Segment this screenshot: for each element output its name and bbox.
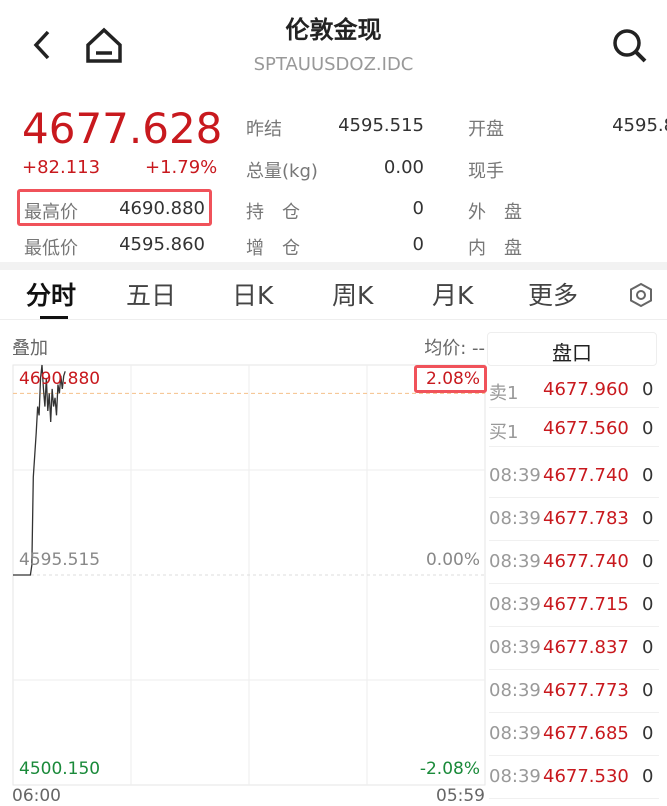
tab-0[interactable]: 分时 — [26, 281, 77, 310]
tab-1[interactable]: 五日 — [126, 281, 177, 310]
trade-price: 4677.837 — [543, 637, 629, 658]
quote-field-value: 0.00 — [383, 157, 424, 178]
quote-field-value: 0 — [518, 157, 667, 178]
trade-price: 4677.773 — [543, 680, 629, 701]
hexagon-settings-icon — [630, 282, 652, 308]
price-line — [13, 364, 66, 576]
high-label: 最高价 — [24, 202, 78, 223]
trade-volume: 0 — [642, 465, 654, 486]
price-change: +82.113 — [22, 157, 101, 178]
quote-field-label: 内 盘 — [468, 238, 522, 259]
trade-volume: 0 — [642, 551, 654, 572]
trade-time: 08:39 — [489, 680, 541, 701]
low-value: 4595.860 — [119, 234, 205, 255]
trade-volume: 0 — [642, 637, 654, 658]
trade-row: 08:39 4677.530 0 — [489, 756, 659, 799]
trade-time: 08:39 — [489, 465, 541, 486]
avg-price-label: 均价: -- — [424, 338, 485, 359]
high-highlight — [17, 189, 212, 226]
y-top-label: 4690.880 — [19, 369, 101, 389]
high-value: 4690.880 — [119, 198, 205, 219]
trade-time: 08:39 — [489, 594, 541, 615]
search-icon — [613, 29, 647, 63]
back-button[interactable] — [28, 28, 58, 62]
pct-highlight — [414, 365, 487, 393]
pct-top-label: 2.08% — [425, 369, 480, 389]
low-label: 最低价 — [24, 238, 78, 259]
quote-field-value: 4595.860 — [612, 115, 667, 136]
quote-volume: 0 — [642, 418, 654, 439]
tab-2[interactable]: 日K — [232, 281, 274, 310]
trade-volume: 0 — [642, 766, 654, 787]
trade-row: 08:39 4677.685 0 — [489, 713, 659, 756]
trade-price: 4677.685 — [543, 723, 629, 744]
trade-volume: 0 — [642, 594, 654, 615]
quote-field-label: 外 盘 — [468, 202, 522, 223]
y-bottom-label: 4500.150 — [19, 759, 101, 779]
trade-price: 4677.530 — [543, 766, 629, 787]
instrument-code: SPTAUUSDOZ.IDC — [253, 54, 414, 75]
trade-price: 4677.740 — [543, 551, 629, 572]
quote-field-value: 0 — [518, 234, 667, 255]
quote-field-label: 昨结 — [246, 119, 282, 140]
quote-side: 卖1 — [489, 383, 519, 404]
trade-row: 08:39 4677.773 0 — [489, 670, 659, 713]
trade-time: 08:39 — [489, 723, 541, 744]
quote-field-value: 0 — [412, 198, 424, 219]
trade-time: 08:39 — [489, 508, 541, 529]
orderbook-quote-row: 买1 4677.560 0 — [489, 408, 659, 447]
x-end-label: 05:59 — [436, 786, 485, 806]
trade-volume: 0 — [642, 508, 654, 529]
orderbook-quote-row: 卖1 4677.960 0 — [489, 369, 659, 408]
quote-field-value: 0 — [518, 198, 667, 219]
y-mid-label: 4595.515 — [19, 550, 101, 570]
trade-row: 08:39 4677.740 0 — [489, 455, 659, 498]
quote-field-label: 持 仓 — [246, 202, 300, 223]
home-button[interactable] — [84, 25, 124, 65]
trade-row: 08:39 4677.783 0 — [489, 498, 659, 541]
trade-time: 08:39 — [489, 637, 541, 658]
trade-volume: 0 — [642, 723, 654, 744]
trade-price: 4677.740 — [543, 465, 629, 486]
home-icon — [86, 27, 122, 63]
quote-volume: 0 — [642, 379, 654, 400]
tab-5[interactable]: 更多 — [528, 281, 579, 310]
tab-3[interactable]: 周K — [332, 281, 374, 310]
trade-price: 4677.715 — [543, 594, 629, 615]
trade-time: 08:39 — [489, 766, 541, 787]
quote-field-label: 总量(kg) — [246, 161, 318, 182]
quote-field-label: 增 仓 — [246, 238, 300, 259]
orderbook-header[interactable]: 盘口 — [487, 332, 657, 366]
page-title: 伦敦金现 — [285, 16, 382, 44]
quote-side: 买1 — [489, 422, 519, 443]
overlay-button[interactable]: 叠加 — [12, 338, 48, 359]
chart-settings-button[interactable] — [628, 282, 654, 308]
active-tab-indicator — [40, 316, 68, 319]
trade-row: 08:39 4677.740 0 — [489, 541, 659, 584]
quote-price: 4677.960 — [543, 379, 629, 400]
trade-row: 08:39 4677.837 0 — [489, 627, 659, 670]
pct-bottom-label: -2.08% — [419, 759, 480, 779]
pct-mid-label: 0.00% — [425, 550, 480, 570]
search-button[interactable] — [610, 26, 650, 66]
price-change-pct: +1.79% — [145, 157, 218, 178]
chevron-left-icon — [33, 30, 50, 60]
quote-field-label: 现手 — [468, 161, 504, 182]
quote-field-value: 0 — [412, 234, 424, 255]
period-tabs: 分时 五日 日K 周K 月K 更多 — [0, 270, 667, 320]
trade-row: 08:39 4677.715 0 — [489, 584, 659, 627]
trade-time: 08:39 — [489, 551, 541, 572]
tab-4[interactable]: 月K — [432, 281, 474, 310]
x-start-label: 06:00 — [12, 786, 61, 806]
intraday-chart[interactable] — [0, 360, 490, 790]
trade-price: 4677.783 — [543, 508, 629, 529]
quote-field-value: 4595.515 — [338, 115, 424, 136]
quote-price: 4677.560 — [543, 418, 629, 439]
trade-volume: 0 — [642, 680, 654, 701]
divider — [0, 262, 667, 270]
last-price: 4677.628 — [22, 104, 223, 153]
quote-field-label: 开盘 — [468, 119, 504, 140]
